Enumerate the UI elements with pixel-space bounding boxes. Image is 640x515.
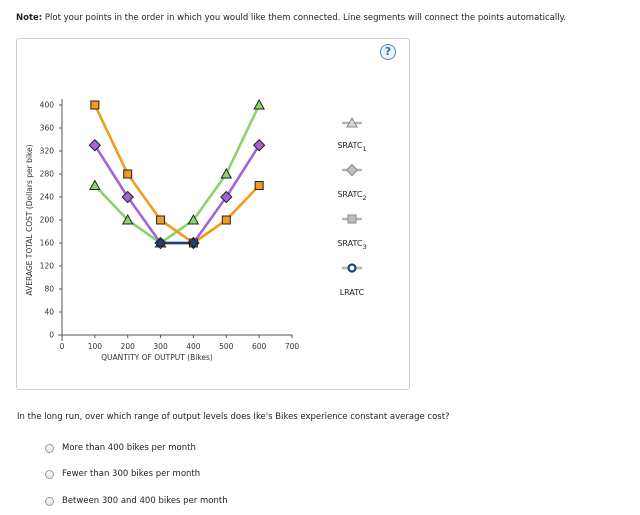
series-line-sratc3 bbox=[93, 104, 261, 245]
legend-label-sratc2: SRATC2 bbox=[337, 190, 366, 202]
data-point-sratc3[interactable] bbox=[89, 179, 101, 190]
y-tick-label: 400 bbox=[40, 101, 55, 110]
legend-label-sratc3: SRATC3 bbox=[337, 239, 366, 251]
x-tick-label: 500 bbox=[219, 342, 234, 351]
question-text: In the long run, over which range of out… bbox=[17, 412, 450, 422]
data-point-sratc2[interactable] bbox=[252, 139, 266, 152]
data-point-sratc1[interactable] bbox=[156, 215, 166, 225]
y-tick-label: 360 bbox=[40, 124, 55, 133]
series-line-sratc1 bbox=[93, 104, 261, 245]
y-tick-label: 80 bbox=[44, 285, 54, 294]
data-point-sratc2[interactable] bbox=[121, 190, 134, 204]
data-point-sratc1[interactable] bbox=[254, 181, 264, 190]
answer-option-1[interactable]: More than 400 bikes per month bbox=[45, 441, 196, 455]
y-tick-label: 320 bbox=[40, 147, 55, 156]
legend-tool-sratc1[interactable] bbox=[347, 214, 357, 224]
series-line-sratc2 bbox=[93, 144, 261, 245]
radio-button[interactable] bbox=[45, 443, 54, 453]
radio-button[interactable] bbox=[45, 496, 54, 506]
answer-option-2[interactable]: Fewer than 300 bikes per month bbox=[45, 467, 200, 481]
answer-option-label: Fewer than 300 bikes per month bbox=[62, 469, 201, 479]
y-tick-label: 120 bbox=[40, 262, 55, 271]
y-tick-label: 0 bbox=[49, 331, 54, 340]
data-point-sratc3[interactable] bbox=[220, 167, 233, 179]
y-tick-label: 40 bbox=[44, 308, 54, 317]
answer-option-label: More than 400 bikes per month bbox=[62, 443, 196, 453]
x-tick-label: 100 bbox=[88, 342, 103, 351]
x-tick-label: 700 bbox=[285, 342, 300, 351]
answer-option-label: Between 300 and 400 bikes per month bbox=[62, 496, 228, 506]
answer-option-3[interactable]: Between 300 and 400 bikes per month bbox=[45, 494, 228, 508]
x-tick-label: 200 bbox=[121, 342, 136, 351]
data-point-sratc3[interactable] bbox=[187, 213, 200, 225]
y-tick-label: 280 bbox=[40, 170, 55, 179]
data-point-sratc1[interactable] bbox=[90, 100, 100, 110]
x-tick-label: 600 bbox=[252, 342, 267, 351]
data-point-lratc[interactable] bbox=[189, 239, 198, 247]
x-axis-label: QUANTITY OF OUTPUT (Bikes) bbox=[101, 353, 213, 362]
legend-tool-sratc3[interactable] bbox=[346, 116, 358, 128]
data-point-sratc3[interactable] bbox=[253, 98, 265, 110]
radio-button[interactable] bbox=[45, 469, 54, 479]
x-tick-label: 0 bbox=[60, 342, 65, 351]
legend-label-sratc1: SRATC1 bbox=[337, 141, 366, 153]
instruction-note: Note: Plot your points in the order in w… bbox=[16, 13, 566, 23]
data-point-sratc1[interactable] bbox=[221, 215, 231, 225]
data-point-lratc[interactable] bbox=[156, 239, 165, 247]
y-axis-label: AVERAGE TOTAL COST (Dollars per bike) bbox=[25, 144, 34, 295]
y-tick-label: 240 bbox=[40, 193, 55, 202]
x-tick-label: 300 bbox=[153, 342, 168, 351]
help-button[interactable]: ? bbox=[380, 44, 396, 60]
legend-tool-lratc[interactable] bbox=[347, 263, 357, 273]
help-icon: ? bbox=[384, 45, 392, 58]
y-tick-label: 200 bbox=[40, 216, 55, 225]
data-point-sratc3[interactable] bbox=[121, 213, 134, 225]
note-text: Plot your points in the order in which y… bbox=[44, 13, 567, 23]
x-tick-label: 400 bbox=[186, 342, 201, 351]
legend-label-lratc: LRATC bbox=[340, 288, 365, 297]
legend-tool-sratc2[interactable] bbox=[345, 163, 359, 177]
data-point-sratc2[interactable] bbox=[220, 190, 233, 204]
data-point-sratc1[interactable] bbox=[123, 169, 133, 179]
note-prefix: Note: bbox=[16, 13, 43, 23]
y-tick-label: 160 bbox=[40, 239, 55, 248]
data-point-sratc2[interactable] bbox=[88, 139, 102, 152]
